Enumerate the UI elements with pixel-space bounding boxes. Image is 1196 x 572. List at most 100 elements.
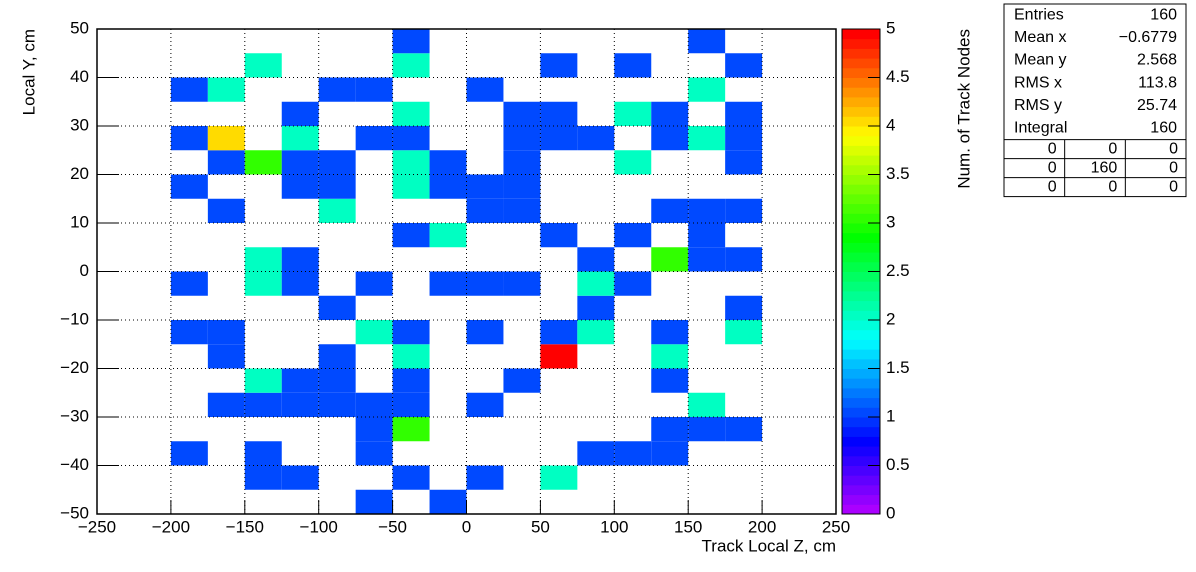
cell — [208, 296, 245, 320]
cell — [799, 223, 836, 247]
cell — [318, 344, 356, 369]
cell — [503, 393, 540, 417]
cell — [540, 417, 577, 441]
palette-step — [842, 320, 880, 331]
cell — [356, 199, 393, 223]
cell — [540, 344, 578, 369]
z-tick-label: 1 — [886, 406, 895, 425]
cell — [503, 29, 540, 53]
cell — [503, 174, 541, 199]
cell — [540, 272, 577, 296]
cell — [467, 223, 504, 247]
cell — [97, 466, 134, 490]
cell — [392, 392, 430, 417]
cell — [651, 78, 688, 102]
cell — [799, 102, 836, 126]
cell — [319, 126, 356, 150]
cell — [393, 441, 430, 465]
cell — [614, 320, 651, 344]
cell — [467, 441, 504, 465]
cell — [762, 102, 799, 126]
cell — [97, 272, 134, 296]
y-tick-label: −10 — [60, 309, 89, 328]
z-tick-label: 3 — [886, 212, 895, 231]
cell — [355, 441, 393, 466]
cell — [614, 150, 652, 175]
cell — [614, 53, 652, 78]
cell — [799, 393, 836, 417]
cell — [614, 441, 652, 466]
cell — [170, 271, 208, 296]
cell — [319, 417, 356, 441]
cell — [318, 368, 356, 393]
cell — [318, 150, 356, 175]
cell — [503, 296, 540, 320]
palette-step — [842, 58, 880, 69]
cell — [356, 223, 393, 247]
stats-value: 160 — [1150, 120, 1177, 137]
cell — [725, 369, 762, 393]
cell — [318, 198, 356, 223]
cell — [651, 101, 689, 126]
cell — [319, 320, 356, 344]
cell — [651, 198, 689, 223]
z-tick-label: 3.5 — [886, 164, 910, 183]
cell — [688, 296, 725, 320]
cell — [356, 150, 393, 174]
cell — [392, 417, 430, 442]
y-tick-label: 40 — [70, 67, 89, 86]
palette-step — [842, 300, 880, 311]
cell — [430, 29, 467, 53]
cell — [171, 29, 208, 53]
cell — [171, 393, 208, 417]
cell — [97, 53, 134, 77]
cell — [393, 78, 430, 102]
cell — [97, 247, 134, 271]
stats-value: 2.568 — [1137, 52, 1177, 69]
cell — [134, 247, 171, 271]
cell — [466, 465, 504, 490]
cell — [725, 175, 762, 199]
cell — [282, 29, 319, 53]
cell — [577, 223, 614, 247]
cell — [97, 296, 134, 320]
cell — [651, 490, 688, 514]
cell — [319, 29, 356, 53]
cell — [799, 126, 836, 150]
stats-value: 160 — [1150, 7, 1177, 24]
cell — [208, 441, 245, 465]
palette-step — [842, 446, 880, 457]
cell — [355, 320, 393, 345]
cell — [466, 198, 504, 223]
palette-step — [842, 232, 880, 243]
cell — [97, 78, 134, 102]
cell — [799, 369, 836, 393]
cell — [577, 320, 615, 345]
cell — [134, 102, 171, 126]
cell — [208, 490, 245, 514]
cell — [134, 223, 171, 247]
palette-step — [842, 329, 880, 340]
cell — [651, 223, 688, 247]
cell — [577, 490, 614, 514]
cell — [245, 223, 282, 247]
z-axis-label: Num. of Track Nodes — [954, 29, 973, 189]
cell — [134, 320, 171, 344]
cell — [799, 29, 836, 53]
z-tick-label: 4.5 — [886, 67, 910, 86]
cell — [688, 175, 725, 199]
cell — [503, 320, 540, 344]
cell — [614, 199, 651, 223]
cell — [392, 465, 430, 490]
cell — [688, 126, 726, 151]
cell — [725, 417, 763, 442]
cell — [688, 223, 726, 248]
cell — [429, 489, 467, 514]
palette-step — [842, 475, 880, 486]
cell — [762, 320, 799, 344]
cell — [577, 29, 614, 53]
cell — [282, 296, 319, 320]
palette-step — [842, 387, 880, 399]
x-tick-label: −200 — [152, 517, 190, 536]
